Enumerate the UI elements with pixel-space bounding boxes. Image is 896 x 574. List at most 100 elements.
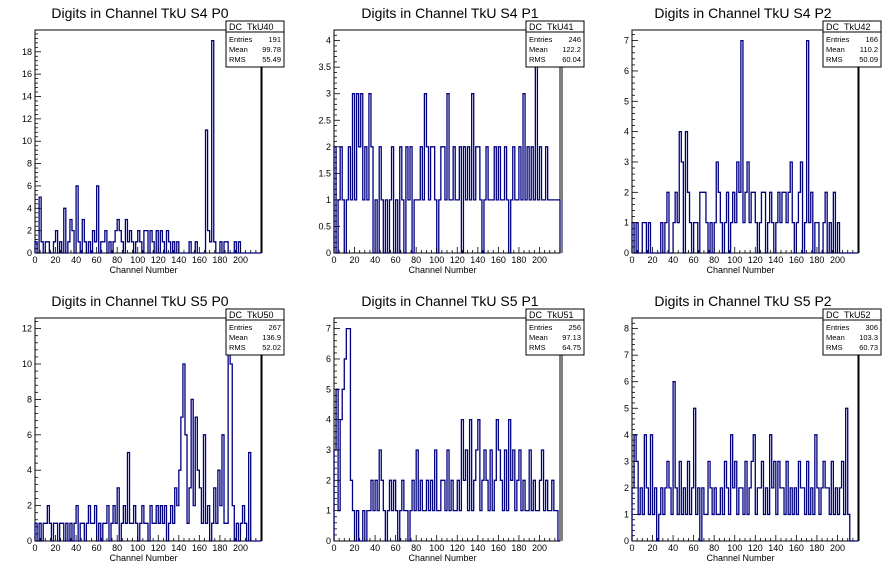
histogram-series-line: [34, 39, 261, 254]
stats-box: DC_TkU41 Entries 246 Mean 122.2 RMS 60.04: [525, 20, 585, 253]
x-tick-label: 40: [71, 255, 81, 265]
stats-entries-value: 191: [268, 35, 281, 44]
x-tick-label: 120: [450, 543, 465, 553]
y-tick-label: 3: [326, 89, 331, 99]
y-tick-label: 6: [624, 377, 629, 387]
stats-rms-label: RMS: [229, 343, 246, 352]
x-tick-label: 20: [648, 255, 658, 265]
chart-title: Digits in Channel TkU S5 P1: [361, 293, 538, 309]
chart-title: Digits in Channel TkU S4 P0: [51, 5, 228, 21]
y-tick-label: 4: [624, 127, 629, 137]
histogram-series-line: [34, 345, 261, 542]
stats-name: DC_TkU52: [826, 310, 871, 320]
x-tick-label: 140: [768, 543, 783, 553]
y-tick-label: 7: [624, 350, 629, 360]
stats-entries-label: Entries: [529, 35, 553, 44]
x-tick-label: 160: [192, 543, 207, 553]
stats-mean-label: Mean: [529, 45, 548, 54]
x-axis-label: Channel Number: [408, 265, 476, 275]
stats-name: DC_TkU42: [826, 22, 871, 32]
y-tick-label: 10: [22, 136, 32, 146]
stats-box-frame: [225, 308, 285, 356]
histogram-series-line: [631, 381, 858, 542]
stats-mean-label: Mean: [229, 333, 248, 342]
chart-title: Digits in Channel TkU S5 P2: [654, 293, 831, 309]
stats-box: DC_TkU42 Entries 166 Mean 110.2 RMS 50.09: [822, 20, 882, 253]
x-tick-label: 0: [331, 543, 336, 553]
x-axis-label: Channel Number: [706, 265, 774, 275]
stats-entries-value: 246: [568, 35, 581, 44]
x-tick-label: 100: [727, 255, 742, 265]
stats-box-frame: [525, 20, 585, 68]
y-tick-label: 3: [624, 456, 629, 466]
y-tick-label: 4: [624, 430, 629, 440]
x-tick-label: 180: [511, 255, 526, 265]
x-tick-label: 40: [668, 255, 678, 265]
histogram-panel-4: Digits in Channel TkU S5 P00 20 40 60 80 100 1…: [22, 293, 285, 563]
x-tick-label: 20: [51, 543, 61, 553]
stats-rms-label: RMS: [529, 55, 546, 64]
stats-mean-label: Mean: [529, 333, 548, 342]
x-tick-label: 140: [171, 255, 186, 265]
y-tick-label: 0.5: [318, 221, 331, 231]
y-tick-label: 6: [27, 181, 32, 191]
x-axis-label: Channel Number: [408, 553, 476, 563]
x-tick-label: 120: [151, 255, 166, 265]
x-tick-label: 120: [748, 543, 763, 553]
x-tick-label: 200: [830, 543, 845, 553]
x-tick-label: 180: [212, 255, 227, 265]
stats-mean-value: 136.9: [262, 333, 281, 342]
stats-name: DC_TkU50: [229, 310, 274, 320]
x-tick-label: 80: [709, 543, 719, 553]
x-tick-label: 140: [470, 543, 485, 553]
stats-box: DC_TkU52 Entries 306 Mean 103.3 RMS 60.73: [822, 308, 882, 541]
stats-entries-value: 256: [568, 323, 581, 332]
x-axis-label: Channel Number: [109, 553, 177, 563]
stats-box: DC_TkU40 Entries 191 Mean 99.78 RMS 55.49: [225, 20, 285, 253]
y-tick-label: 4: [27, 203, 32, 213]
x-tick-label: 80: [411, 543, 421, 553]
y-tick-label: 10: [22, 359, 32, 369]
stats-box-frame: [822, 308, 882, 356]
stats-box: DC_TkU50 Entries 267 Mean 136.9 RMS 52.02: [225, 308, 285, 541]
x-tick-label: 140: [470, 255, 485, 265]
stats-rms-label: RMS: [529, 343, 546, 352]
stats-entries-label: Entries: [826, 35, 850, 44]
y-tick-label: 4: [326, 36, 331, 46]
stats-rms-value: 50.09: [859, 55, 878, 64]
x-tick-label: 200: [233, 543, 248, 553]
x-tick-label: 160: [789, 543, 804, 553]
histogram-series-line: [333, 327, 560, 542]
y-tick-label: 3: [326, 445, 331, 455]
x-tick-label: 0: [629, 543, 634, 553]
y-tick-label: 2: [27, 226, 32, 236]
histogram-panel-2: Digits in Channel TkU S4 P10 20 40 60 80 100 1…: [318, 5, 585, 275]
stats-entries-value: 166: [865, 35, 878, 44]
x-tick-label: 160: [491, 255, 506, 265]
y-tick-label: 12: [22, 324, 32, 334]
x-tick-label: 20: [51, 255, 61, 265]
stats-box: DC_TkU51 Entries 256 Mean 97.13 RMS 64.75: [525, 308, 585, 541]
x-tick-label: 200: [830, 255, 845, 265]
y-tick-label: 2: [326, 142, 331, 152]
stats-rms-value: 52.02: [262, 343, 281, 352]
x-tick-label: 20: [350, 255, 360, 265]
x-tick-label: 200: [532, 543, 547, 553]
x-tick-label: 180: [809, 543, 824, 553]
stats-mean-label: Mean: [826, 45, 845, 54]
stats-rms-label: RMS: [826, 343, 843, 352]
stats-box-frame: [525, 308, 585, 356]
histogram-series-line: [631, 39, 858, 254]
y-tick-label: 7: [326, 324, 331, 334]
x-tick-label: 80: [709, 255, 719, 265]
y-tick-label: 1: [326, 195, 331, 205]
stats-name: DC_TkU51: [529, 310, 574, 320]
y-tick-label: 0: [27, 536, 32, 546]
stats-mean-value: 103.3: [859, 333, 878, 342]
x-tick-label: 0: [32, 543, 37, 553]
y-tick-label: 8: [27, 159, 32, 169]
y-tick-label: 2: [624, 483, 629, 493]
y-tick-label: 18: [22, 47, 32, 57]
stats-mean-value: 122.2: [562, 45, 581, 54]
x-tick-label: 60: [689, 255, 699, 265]
